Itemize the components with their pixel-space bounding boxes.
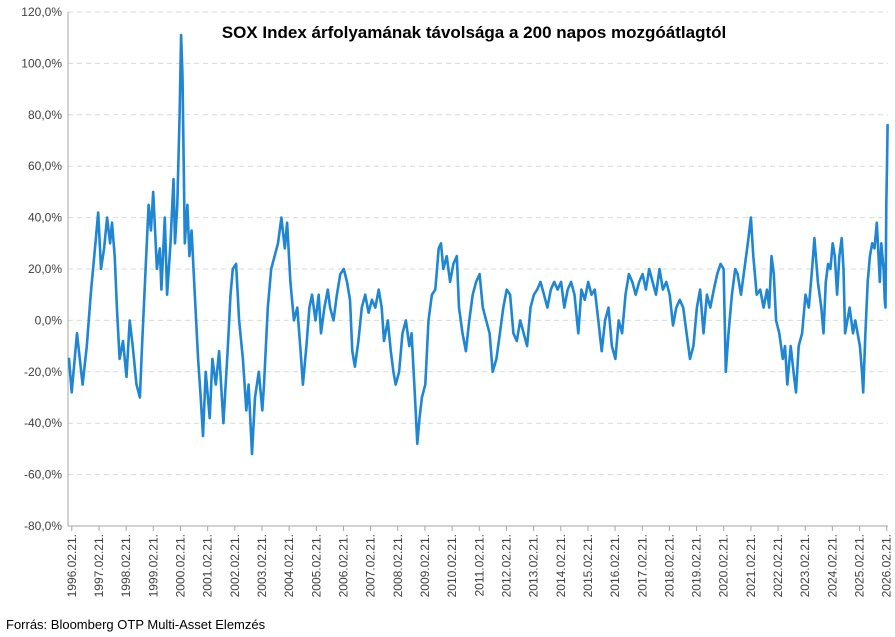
chart-title: SOX Index árfolyamának távolsága a 200 n… bbox=[222, 23, 727, 42]
y-tick-label: 100,0% bbox=[21, 56, 62, 70]
y-tick-label: -80,0% bbox=[24, 519, 62, 533]
x-tick-label: 2015.02.21. bbox=[581, 534, 595, 597]
series-line bbox=[67, 33, 889, 456]
series-layer bbox=[67, 33, 889, 456]
x-tick-label: 2001.02.21. bbox=[201, 534, 215, 597]
y-tick-label: 120,0% bbox=[21, 5, 62, 19]
x-tick-label: 2012.02.21. bbox=[499, 534, 513, 597]
x-tick-labels: 1996.02.21. 1997.02.21. 1998.02.21. 1999.02… bbox=[65, 534, 894, 597]
x-tick-label: 2007.02.21. bbox=[364, 534, 378, 597]
x-tick-label: 2017.02.21. bbox=[635, 534, 649, 597]
x-tick-label: 2008.02.21. bbox=[391, 534, 405, 597]
x-tick-label: 1998.02.21. bbox=[119, 534, 133, 597]
x-tick-label: 1999.02.21. bbox=[146, 534, 160, 597]
x-tick-label: 2025.02.21. bbox=[853, 534, 867, 597]
y-tick-label: -60,0% bbox=[24, 468, 62, 482]
y-tick-label: 0,0% bbox=[35, 313, 63, 327]
x-tick-label: 2010.02.21. bbox=[445, 534, 459, 597]
x-tick-label: 2000.02.21. bbox=[173, 534, 187, 597]
y-tick-label: 20,0% bbox=[28, 262, 62, 276]
x-tick-label: 2005.02.21. bbox=[309, 534, 323, 597]
y-tick-label: 60,0% bbox=[28, 159, 62, 173]
y-tick-label: -20,0% bbox=[24, 365, 62, 379]
x-tick-label: 2014.02.21. bbox=[554, 534, 568, 597]
x-tick-label: 1996.02.21. bbox=[65, 534, 79, 597]
x-tick-label: 2004.02.21. bbox=[282, 534, 296, 597]
x-tick-label: 2019.02.21. bbox=[690, 534, 704, 597]
x-tick-label: 2002.02.21. bbox=[228, 534, 242, 597]
x-tick-label: 2024.02.21. bbox=[825, 534, 839, 597]
y-tick-label: 40,0% bbox=[28, 211, 62, 225]
x-tick-label: 2011.02.21. bbox=[472, 534, 486, 597]
x-tick-label: 2026.02.21. bbox=[880, 534, 894, 597]
x-tick-label: 1997.02.21. bbox=[92, 534, 106, 597]
y-tick-label: 80,0% bbox=[28, 108, 62, 122]
x-tick-label: 2009.02.21. bbox=[418, 534, 432, 597]
x-tick-label: 2020.02.21. bbox=[717, 534, 731, 597]
x-tick-label: 2022.02.21. bbox=[771, 534, 785, 597]
source-note: Forrás: Bloomberg OTP Multi-Asset Elemzé… bbox=[6, 617, 266, 632]
x-tick-label: 2013.02.21. bbox=[527, 534, 541, 597]
y-tick-label: -40,0% bbox=[24, 416, 62, 430]
x-tick-label: 2018.02.21. bbox=[662, 534, 676, 597]
y-tick-labels: 120,0% 100,0% 80,0% 60,0% 40,0% 20,0% 0,0% -20,… bbox=[21, 5, 62, 533]
x-tick-label: 2006.02.21. bbox=[336, 534, 350, 597]
axes bbox=[67, 12, 888, 531]
x-tick-label: 2021.02.21. bbox=[744, 534, 758, 597]
x-tick-label: 2003.02.21. bbox=[255, 534, 269, 597]
x-tick-label: 2023.02.21. bbox=[798, 534, 812, 597]
x-tick-label: 2016.02.21. bbox=[608, 534, 622, 597]
